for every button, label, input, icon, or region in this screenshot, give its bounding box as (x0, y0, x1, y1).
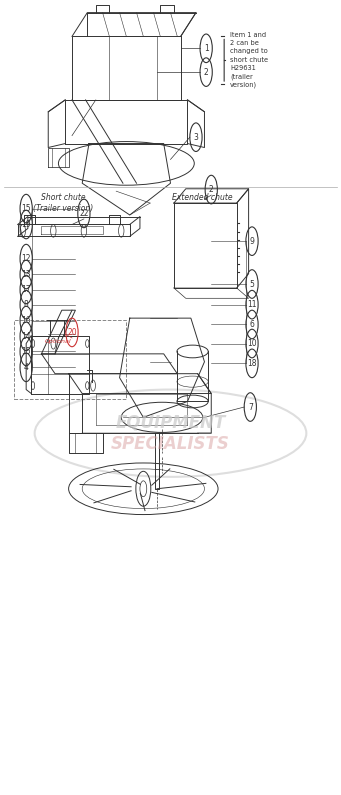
Text: 9: 9 (250, 237, 254, 246)
Text: Short chute
(Trailer version): Short chute (Trailer version) (33, 192, 94, 213)
Text: EQUIPMENT: EQUIPMENT (115, 414, 226, 432)
Text: 14: 14 (21, 332, 31, 341)
Text: 18: 18 (247, 359, 257, 368)
Text: 20: 20 (67, 328, 77, 337)
Text: 15: 15 (21, 347, 31, 356)
Text: 15: 15 (21, 204, 31, 213)
Text: Optional: Optional (45, 339, 72, 344)
Text: 7: 7 (248, 402, 253, 412)
Text: 3: 3 (194, 133, 198, 142)
Text: 12: 12 (21, 254, 31, 263)
Text: 11: 11 (247, 301, 257, 309)
Text: 4: 4 (24, 363, 29, 372)
Text: Extended chute: Extended chute (173, 192, 233, 202)
Text: 6: 6 (250, 320, 254, 329)
Text: 5: 5 (250, 280, 254, 289)
Text: 1: 1 (204, 44, 209, 52)
Text: 16: 16 (21, 316, 31, 325)
Text: 22: 22 (79, 209, 89, 218)
Text: Item 1 and
2 can be
changed to
short chute
H29631
(trailer
version): Item 1 and 2 can be changed to short chu… (230, 32, 268, 88)
Text: 19: 19 (21, 220, 31, 229)
Text: 13: 13 (21, 270, 31, 279)
Text: 2: 2 (204, 68, 209, 76)
Text: 10: 10 (247, 339, 257, 348)
Text: 17: 17 (21, 285, 31, 294)
Text: 8: 8 (24, 301, 29, 309)
Text: 2: 2 (209, 185, 213, 194)
Text: SPECIALISTS: SPECIALISTS (111, 435, 230, 452)
